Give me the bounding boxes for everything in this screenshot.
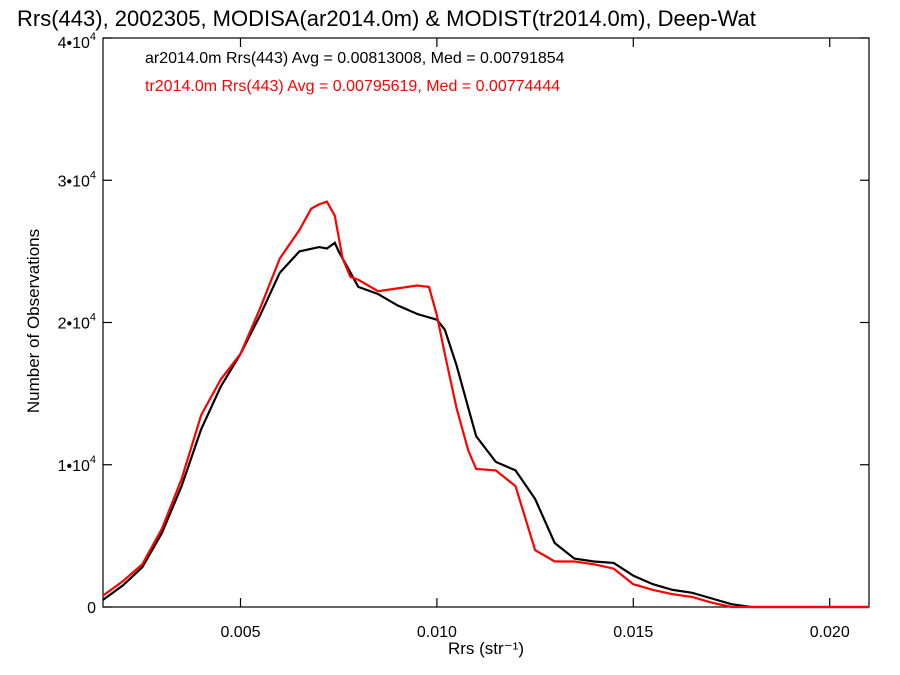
x-tick-label: 0.020 bbox=[810, 624, 850, 641]
plot-frame bbox=[102, 37, 870, 608]
axis-ticks: 0.005 0.010 0.015 0.020 0 1•104 2•104 3•104 4•10… bbox=[58, 31, 869, 641]
x-tick-label: 0.005 bbox=[220, 624, 260, 641]
x-tick-label: 0.010 bbox=[417, 624, 457, 641]
y-axis-label: Number of Observations bbox=[24, 229, 43, 413]
y-tick-label: 4•104 bbox=[58, 31, 96, 52]
x-axis-label: Rrs (str⁻¹) bbox=[448, 639, 524, 658]
series-line-ar2014.0m bbox=[102, 241, 869, 609]
y-tick-label: 2•104 bbox=[58, 312, 96, 333]
legend-entry-tr2014: tr2014.0m Rrs(443) Avg = 0.00795619, Med… bbox=[145, 78, 560, 95]
x-tick-label: 0.015 bbox=[613, 624, 653, 641]
chart-title: Rrs(443), 2002305, MODISA(ar2014.0m) & M… bbox=[17, 6, 756, 31]
y-tick-label: 0 bbox=[87, 600, 96, 617]
y-tick-label: 1•104 bbox=[58, 454, 96, 475]
y-tick-label: 3•104 bbox=[58, 169, 96, 190]
series-line-tr2014.0m bbox=[102, 200, 869, 609]
legend-entry-ar2014: ar2014.0m Rrs(443) Avg = 0.00813008, Med… bbox=[145, 50, 565, 67]
series-layer bbox=[102, 200, 869, 609]
